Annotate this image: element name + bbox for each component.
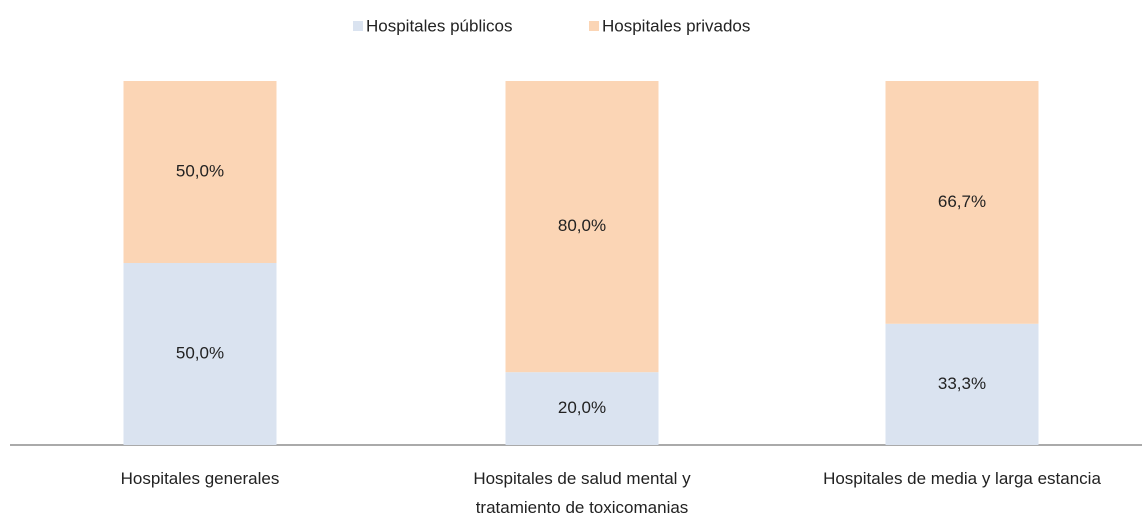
x-tick-label: Hospitales de media y larga estancia (823, 469, 1101, 488)
value-label: 50,0% (176, 161, 224, 180)
value-label: 20,0% (558, 398, 606, 417)
legend-swatch (589, 21, 599, 31)
value-label: 66,7% (938, 192, 986, 211)
x-tick-label: Hospitales generales (120, 469, 280, 488)
bar-segment (505, 372, 659, 445)
legend-swatch (353, 21, 363, 31)
value-label: 80,0% (558, 216, 606, 235)
bar-segment (123, 81, 277, 263)
value-label: 50,0% (176, 343, 224, 362)
value-label: 33,3% (938, 374, 986, 393)
legend-label: Hospitales públicos (366, 16, 512, 35)
legend-label: Hospitales privados (602, 16, 750, 35)
x-tick-label: Hospitales de salud mental y tratamiento… (473, 469, 691, 517)
bar-segment (505, 81, 659, 373)
bar-segment (885, 81, 1039, 324)
bar-segment (123, 263, 277, 445)
bar-segment (885, 323, 1039, 445)
